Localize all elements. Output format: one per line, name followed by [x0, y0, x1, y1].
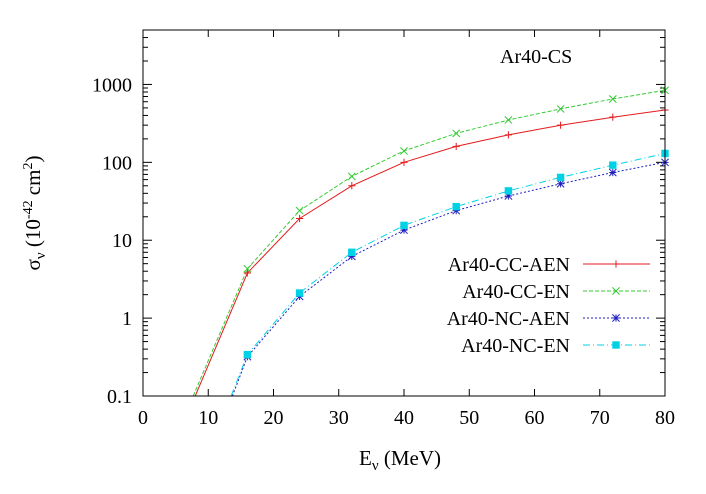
data-point: [400, 146, 408, 155]
legend-entry: Ar40-NC-EN: [461, 335, 650, 357]
x-tick-label: 30: [329, 407, 349, 429]
x-tick-label: 0: [138, 407, 148, 429]
y-tick-label: 100: [102, 152, 132, 174]
data-point: [243, 269, 251, 277]
data-point: [452, 129, 461, 138]
data-point: [556, 173, 565, 182]
data-point: [504, 192, 513, 200]
data-point: [504, 116, 513, 124]
x-tick-label: 60: [525, 407, 545, 429]
legend-label: Ar40-CC-AEN: [448, 254, 570, 276]
data-point: [452, 206, 461, 215]
y-tick-label: 0.1: [107, 386, 132, 408]
data-point: [243, 350, 252, 359]
legend-label: Ar40-NC-AEN: [447, 308, 570, 330]
legend-entry: Ar40-NC-AEN: [447, 308, 650, 330]
y-tick-label: 1000: [92, 74, 132, 96]
y-axis-label: σν (10-42 cm2): [21, 156, 49, 271]
series-line: [231, 161, 666, 397]
data-point: [400, 158, 408, 166]
legend-label: Ar40-CC-EN: [462, 281, 570, 303]
legend-sample: [583, 287, 650, 295]
data-point: [608, 168, 617, 177]
x-tick-label: 10: [198, 407, 218, 429]
data-point: [609, 161, 617, 169]
data-point: [612, 260, 620, 268]
y-tick-labels: 0.1 1 10 100 1000: [92, 74, 132, 408]
x-tick-label: 20: [264, 407, 284, 429]
data-point: [556, 104, 565, 113]
x-tick-label: 50: [459, 407, 479, 429]
annotation-label: Ar40-CS: [500, 46, 572, 68]
data-point: [452, 202, 460, 211]
plot-frame: [142, 29, 666, 397]
data-point: [504, 187, 513, 195]
legend-sample: [583, 314, 650, 322]
x-tick-labels: 0 10 20 30 40 50 60 70 80: [138, 407, 675, 429]
data-point: [400, 226, 408, 235]
y-tick-label: 10: [112, 230, 132, 252]
data-point: [348, 248, 356, 256]
data-point: [612, 287, 620, 295]
data-point: [295, 206, 304, 215]
y-tick-label: 1: [122, 308, 132, 330]
x-tick-label: 40: [394, 407, 414, 429]
x-axis-label: Eν (MeV): [359, 446, 441, 474]
data-point: [296, 214, 304, 223]
legend: Ar40-CC-AEN Ar40-CC-EN Ar40-NC-AEN Ar40-…: [447, 254, 650, 357]
legend-label: Ar40-NC-EN: [461, 335, 570, 357]
data-point: [400, 221, 408, 230]
data-point: [348, 182, 356, 190]
legend-entry: Ar40-CC-AEN: [448, 254, 650, 276]
data-point: [452, 142, 460, 151]
x-tick-label: 70: [590, 407, 610, 429]
data-point: [557, 121, 565, 129]
series-line: [192, 89, 666, 397]
data-point: [347, 172, 356, 181]
data-point: [608, 95, 617, 103]
legend-entry: Ar40-CC-EN: [462, 281, 650, 303]
data-point: [504, 131, 512, 139]
data-point: [612, 314, 620, 322]
legend-sample: [583, 260, 650, 268]
data-point: [556, 179, 565, 188]
series-markers: [243, 86, 669, 361]
data-point: [347, 252, 356, 261]
data-point: [243, 264, 252, 273]
series-line: [230, 153, 666, 397]
axis-ticks: [142, 30, 666, 397]
legend-sample: [583, 341, 650, 349]
series-line: [194, 109, 666, 397]
data-point: [295, 289, 304, 297]
series-curves: [192, 89, 666, 397]
data-point: [609, 113, 617, 121]
data-point: [612, 341, 620, 349]
x-tick-label: 80: [655, 407, 675, 429]
